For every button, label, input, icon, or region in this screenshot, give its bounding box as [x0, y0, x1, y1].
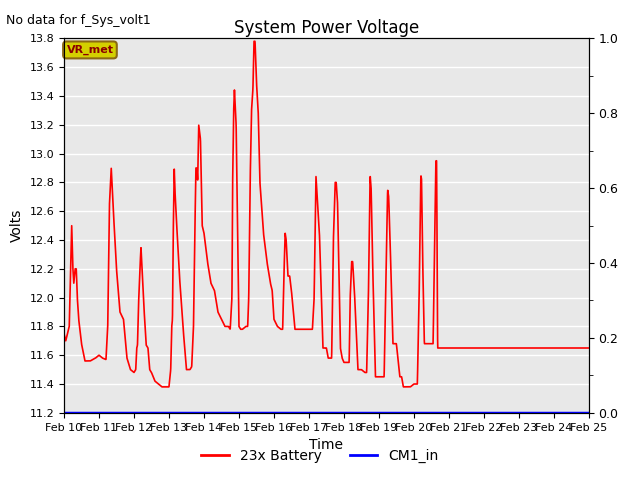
- Text: VR_met: VR_met: [67, 45, 113, 55]
- Y-axis label: Volts: Volts: [10, 209, 24, 242]
- Text: No data for f_Sys_volt1: No data for f_Sys_volt1: [6, 14, 151, 27]
- X-axis label: Time: Time: [309, 438, 344, 452]
- Legend: 23x Battery, CM1_in: 23x Battery, CM1_in: [196, 443, 444, 468]
- Title: System Power Voltage: System Power Voltage: [234, 19, 419, 37]
